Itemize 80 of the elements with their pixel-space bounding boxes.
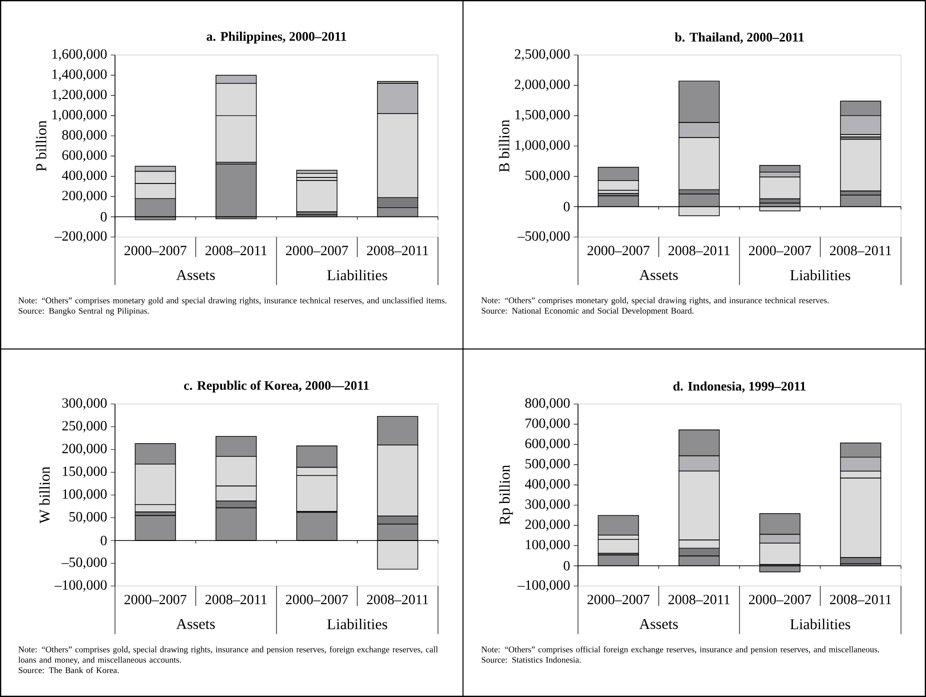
chart-title: a. Philippines, 2000–2011 [206,32,346,44]
chart-title: d. Indonesia, 1999–2011 [673,381,806,392]
source-note: Source: National Economic and Social Development Board. [482,308,694,316]
x-tick-label: 2008–2011 [830,246,892,256]
y-tick-label: –100,000 [518,580,570,592]
text: Assets [639,618,678,630]
chart-title: c. Republic of Korea, 2000—2011 [184,380,369,392]
y-axis-title: W billion [39,466,50,524]
y-tick-label: 1,200,000 [52,90,107,102]
text: Assets [176,618,215,630]
y-tick-label: 250,000 [62,421,107,432]
y-tick-label: 2,500,000 [514,49,570,61]
bar [296,170,338,174]
y-tick-label: 400,000 [524,479,570,491]
y-tick-label: 1,000,000 [515,140,570,152]
source-note: Source: Bangko Sentral ng Pilipinas. [18,308,149,316]
bar [840,138,882,192]
x-tick-label: 2008–2011 [206,246,267,256]
y-tick-label: 0 [564,202,570,212]
y-tick-label: 1,500,000 [515,110,570,122]
bar [759,176,800,200]
y-tick-label: 300,000 [525,499,570,511]
y-tick-label: 400,000 [62,170,107,182]
text: Note: “Others” comprises official foreign exchange reserves, insurance and pension reserves, and miscellaneous. [481,646,880,654]
y-tick-label: –200,000 [54,231,107,243]
text: Liabilities [327,270,388,280]
text: Note: “Others” comprises monetary gold and special drawing rights, insurance technical reserves, and unclassified items. [18,297,446,306]
y-tick-label: 100,000 [62,489,107,501]
x-tick-label: 2000–2007 [286,246,348,256]
x-tick-label: 2000–2007 [748,246,811,256]
x-tick-label: 2000–2007 [587,594,650,604]
y-tick-label: 50,000 [70,512,107,524]
y-axis-title: B billion [498,120,510,172]
y-tick-label: 200,000 [62,444,107,456]
chart-title: b. Thailand, 2000–2011 [674,32,804,44]
source-note: Source: The Bank of Korea. [18,667,119,674]
x-tick-label: 2000–2007 [124,246,186,256]
y-tick-label: 1,000,000 [52,110,107,122]
y-axis-title: P billion [36,120,46,172]
x-tick-label: 2008–2011 [830,594,892,604]
y-tick-label: 700,000 [526,418,570,430]
x-tick-label: 2000–2007 [748,594,811,604]
x-tick-label: 2008–2011 [206,594,267,604]
text: Note: “Others” comprises monetary gold, special drawing rights, and insurance technical reserves. [481,297,829,306]
text: Assets [176,270,215,280]
text: Liabilities [790,618,850,630]
text: Liabilities [790,270,850,280]
bar [296,180,338,212]
x-tick-label: 2000–2007 [587,246,650,256]
x-tick-label: 2008–2011 [367,594,428,604]
y-tick-label: 1,600,000 [52,49,107,61]
y-tick-label: 150,000 [62,466,107,478]
y-tick-label: 600,000 [525,438,570,450]
x-tick-label: 2008–2011 [367,246,428,256]
y-tick-label: 200,000 [62,190,107,202]
y-tick-label: 800,000 [525,398,570,410]
text: Note: “Others” comprises gold, special drawing rights, insurance and pension reserves, foreign exchange reserves, call loans and money, and miscellaneous accounts. [18,646,438,665]
x-tick-label: 2000–2007 [286,594,348,604]
y-tick-label: 200,000 [525,520,570,532]
y-tick-label: 100,000 [526,540,570,552]
text: Assets [639,270,678,280]
x-tick-label: 2008–2011 [668,246,730,256]
y-tick-label: 500,000 [526,458,570,470]
y-axis-title: Rp billion [499,465,513,525]
y-tick-label: 1,400,000 [52,69,107,81]
y-tick-label: 0 [100,212,107,222]
y-tick-label: 0 [564,561,570,571]
y-tick-label: 500,000 [526,170,570,182]
y-tick-label: 300,000 [62,398,107,410]
y-tick-label: –500,000 [518,231,570,243]
y-tick-label: 0 [100,536,107,546]
x-tick-label: 2000–2007 [124,594,186,604]
y-tick-label: –50,000 [62,558,107,569]
source-note: Source: Statistics Indonesia. [482,656,581,663]
y-tick-label: –100,000 [54,580,107,592]
y-tick-label: 600,000 [62,150,107,162]
text: Liabilities [327,618,388,630]
x-tick-label: 2008–2011 [668,594,730,604]
y-tick-label: 2,000,000 [514,80,570,92]
y-tick-label: 800,000 [62,130,107,142]
